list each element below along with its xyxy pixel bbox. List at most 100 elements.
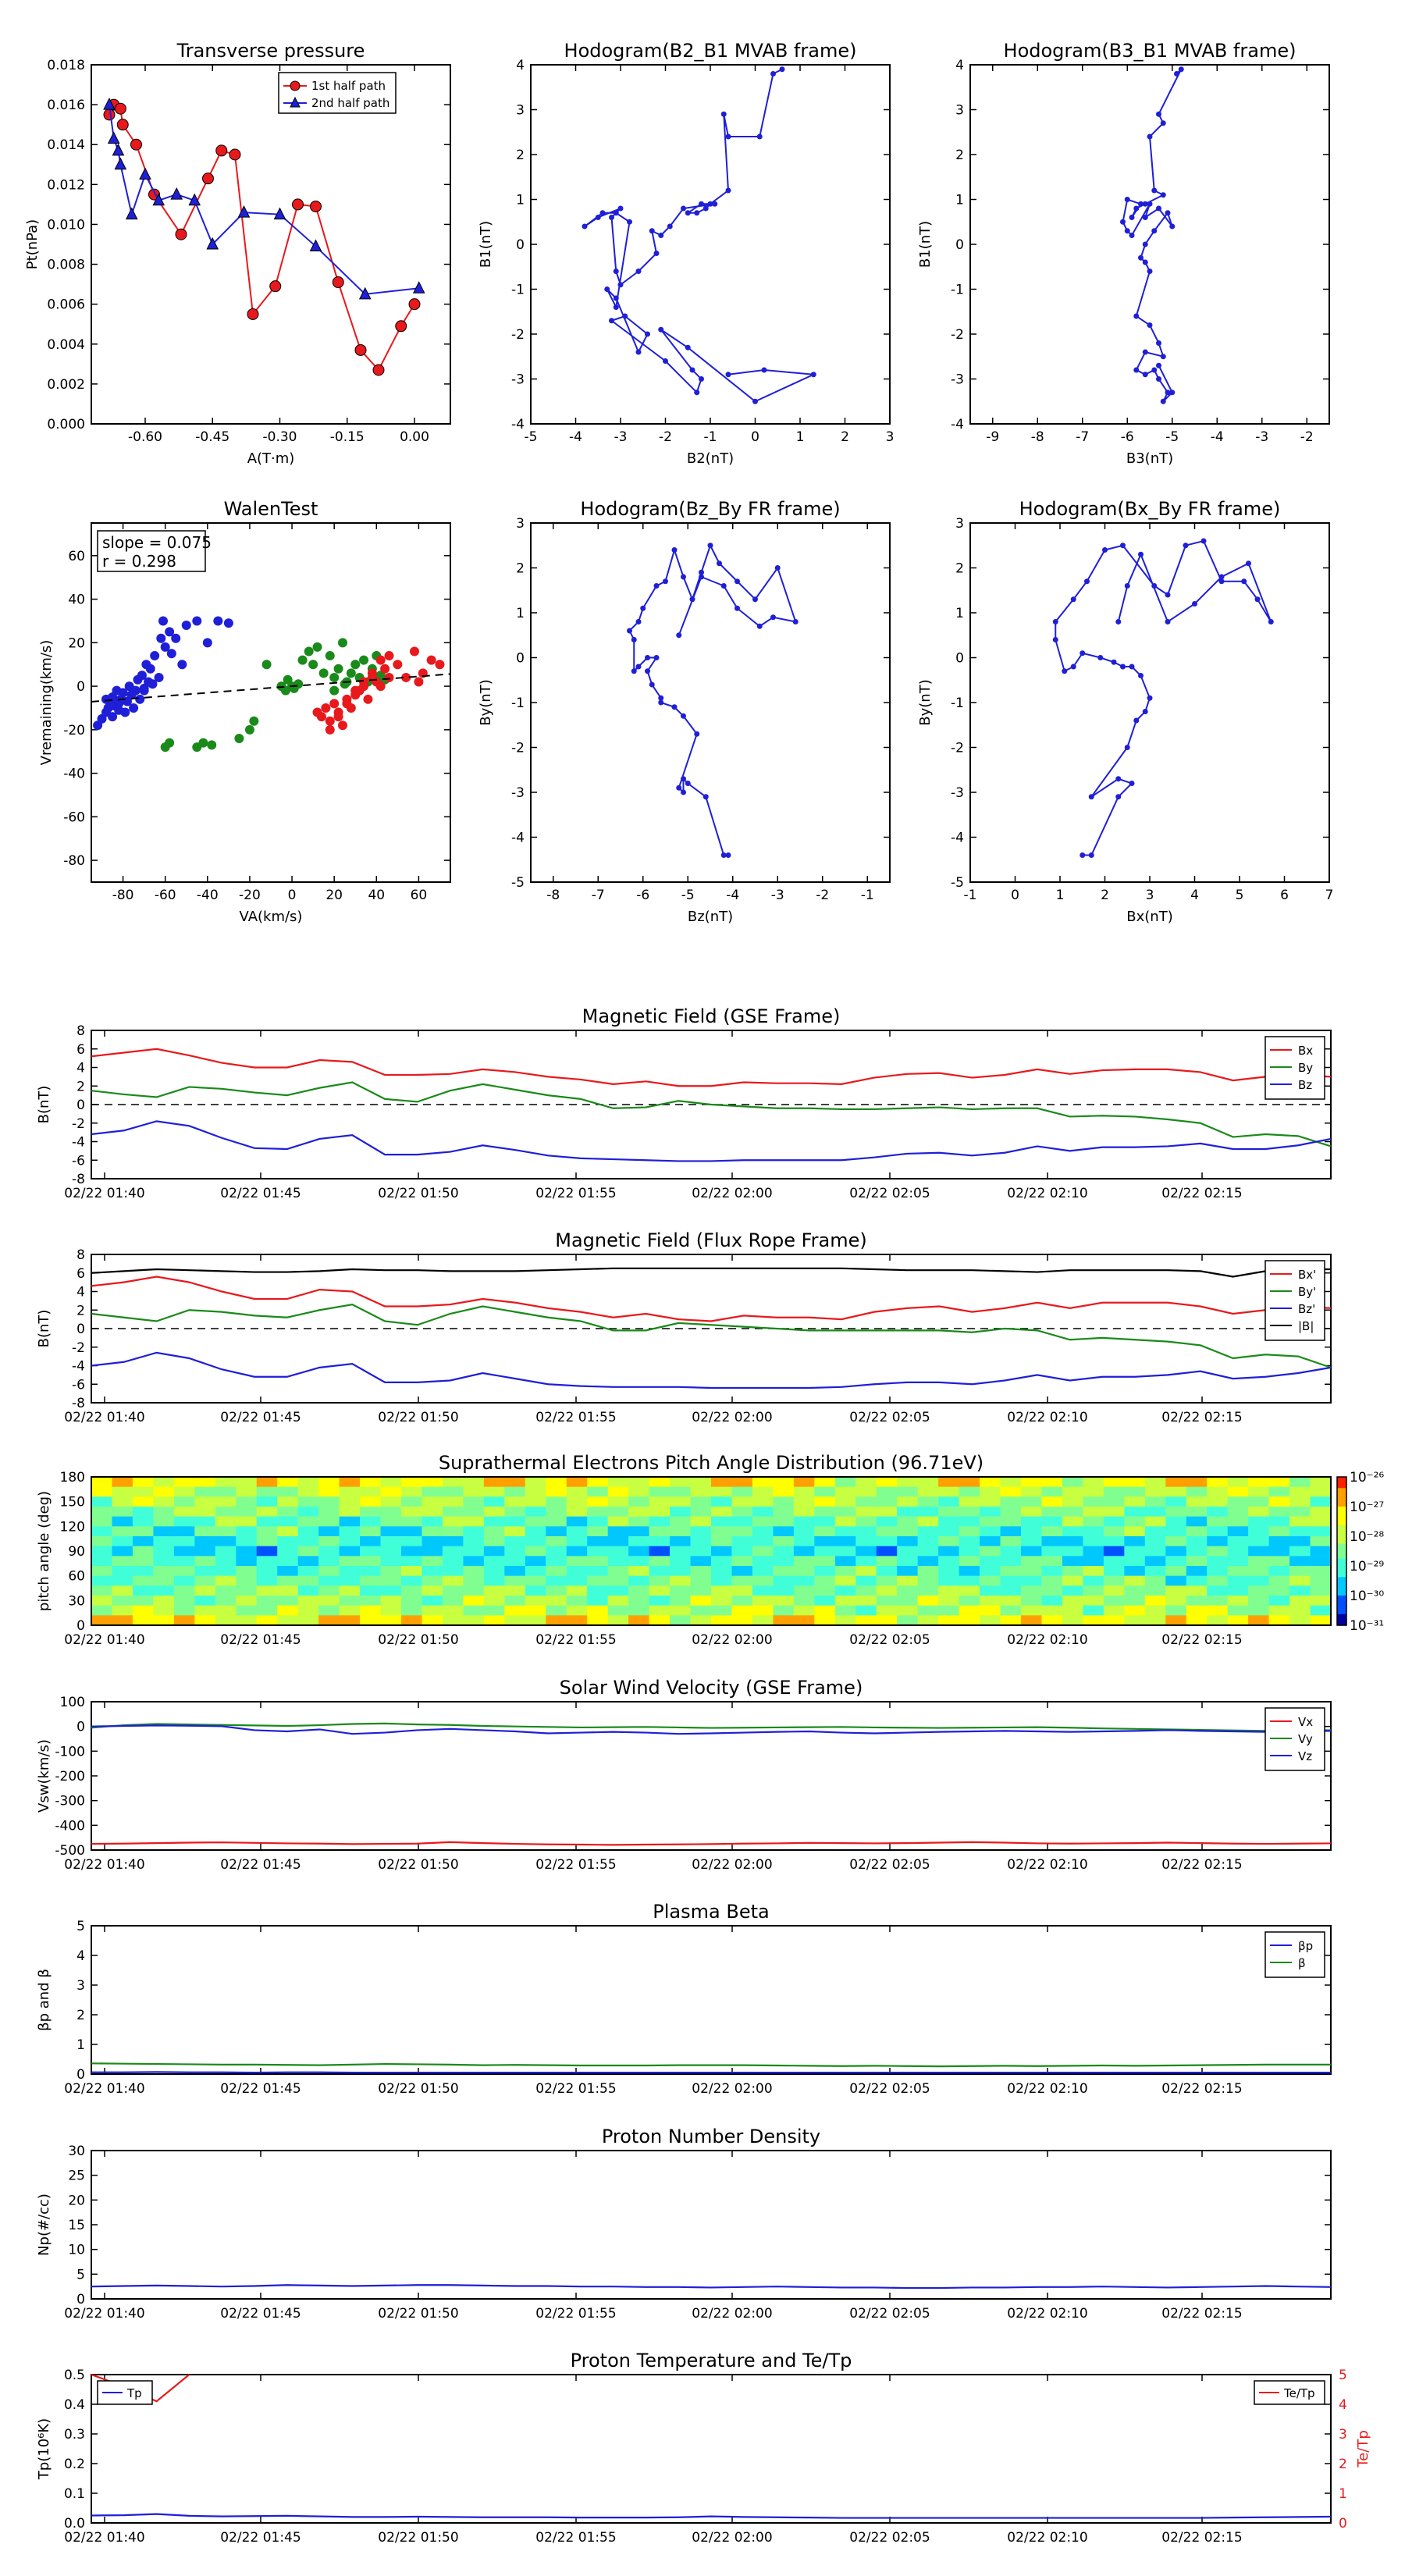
data-point [1156, 111, 1161, 117]
heatmap-cell [752, 1477, 774, 1488]
data-point [1080, 852, 1086, 858]
mag-field-flux-rope: Magnetic Field (Flux Rope Frame)02/22 01… [36, 1229, 1332, 1425]
y-tick-label: -300 [55, 1794, 85, 1809]
heatmap-cell [917, 1516, 939, 1527]
heatmap-cell [1062, 1486, 1083, 1497]
data-point [308, 660, 318, 670]
heatmap-cell [711, 1486, 733, 1497]
heatmap-cell [607, 1585, 629, 1596]
heatmap-cell [752, 1596, 774, 1606]
data-point [1218, 578, 1225, 585]
heatmap-cell [1268, 1566, 1290, 1577]
heatmap-cell [463, 1575, 485, 1586]
heatmap-cell [1103, 1556, 1125, 1567]
heatmap-cell [442, 1486, 464, 1497]
heatmap-cell [711, 1536, 733, 1547]
heatmap-cell [731, 1556, 753, 1567]
heatmap-cell [1227, 1615, 1249, 1626]
heatmap-cell [463, 1615, 485, 1626]
heatmap-cell [1103, 1507, 1125, 1517]
heatmap-cell [959, 1477, 980, 1488]
data-point [1115, 619, 1122, 624]
data-point [1268, 619, 1274, 624]
heatmap-cell [1268, 1536, 1290, 1547]
heatmap-cell [814, 1496, 836, 1507]
heatmap-cell [1268, 1596, 1290, 1606]
heatmap-cell [483, 1486, 505, 1497]
hodogram-b3-b1: Hodogram(B3_B1 MVAB frame)-9 -8 -7 -6 -5 -4 -3… [917, 40, 1330, 467]
heatmap-cell [1144, 1585, 1166, 1596]
heatmap-cell [339, 1486, 361, 1497]
data-point [309, 239, 322, 252]
heatmap-cell [938, 1615, 960, 1626]
heatmap-cell [607, 1605, 629, 1616]
data-point [676, 785, 682, 791]
heatmap-cell [1207, 1477, 1229, 1488]
x-tick-label: -3 [771, 888, 784, 903]
heatmap-cell [173, 1496, 195, 1507]
heatmap-cell [1062, 1566, 1083, 1577]
heatmap-cell [793, 1575, 815, 1586]
x-tick-label: -8 [1031, 429, 1044, 445]
data-point [699, 376, 704, 382]
data-point [774, 565, 781, 571]
y-tick-label: -2 [511, 327, 525, 343]
heatmap-cell [422, 1605, 443, 1616]
heatmap-cell [173, 1486, 195, 1497]
x-tick-label: 02/22 02:05 [849, 2081, 930, 2097]
data-point [329, 672, 340, 682]
heatmap-cell [277, 1496, 299, 1507]
plot-frame [530, 522, 891, 883]
heatmap-cell [360, 1507, 382, 1517]
data-point [108, 712, 118, 722]
heatmap-cell [442, 1526, 464, 1537]
heatmap-cell [401, 1507, 423, 1517]
legend-label: Tp [126, 2386, 142, 2400]
heatmap-cell [938, 1536, 960, 1547]
data-point [685, 781, 691, 786]
y-tick-label: 0.5 [64, 2368, 85, 2383]
legend-label: 1st half path [311, 79, 386, 93]
data-point [137, 671, 147, 681]
data-point [653, 583, 660, 589]
heatmap-cell [1227, 1546, 1249, 1557]
heatmap-cell [1310, 1585, 1332, 1596]
legend-label: Bx' [1298, 1268, 1316, 1282]
data-point [223, 618, 233, 628]
heatmap-cell [814, 1556, 836, 1567]
data-point [582, 223, 588, 229]
heatmap-cell [670, 1526, 692, 1537]
heatmap-cell [525, 1605, 546, 1616]
y-tick-label: 2 [76, 2008, 85, 2023]
data-point [338, 720, 347, 731]
colorbar-segment [1337, 1517, 1346, 1522]
chart-title: Hodogram(B3_B1 MVAB frame) [1004, 40, 1297, 62]
heatmap-cell [670, 1566, 692, 1577]
data-point [725, 372, 731, 378]
heatmap-cell [690, 1507, 712, 1517]
heatmap-cell [980, 1546, 1001, 1557]
heatmap-cell [959, 1556, 980, 1567]
heatmap-cell [256, 1566, 278, 1577]
data-point [354, 343, 367, 356]
heatmap-cell [711, 1566, 733, 1577]
heatmap-cell [422, 1516, 443, 1527]
heatmap-cell [380, 1605, 402, 1616]
y-tick-label: 0 [955, 237, 964, 253]
heatmap-cell [752, 1496, 774, 1507]
y-tick-label: 20 [68, 635, 85, 651]
heatmap-cell [1310, 1536, 1332, 1547]
heatmap-cell [855, 1496, 877, 1507]
colorbar-segment [1337, 1499, 1346, 1503]
data-point [401, 672, 411, 682]
heatmap-cell [959, 1507, 980, 1517]
y-axis-label: B1(nT) [478, 221, 494, 268]
heatmap-cell [834, 1477, 856, 1488]
heatmap-cell [236, 1477, 258, 1488]
data-point [635, 269, 642, 274]
heatmap-cell [132, 1526, 154, 1537]
heatmap-cell [1165, 1575, 1187, 1586]
heatmap-cell [834, 1526, 856, 1537]
